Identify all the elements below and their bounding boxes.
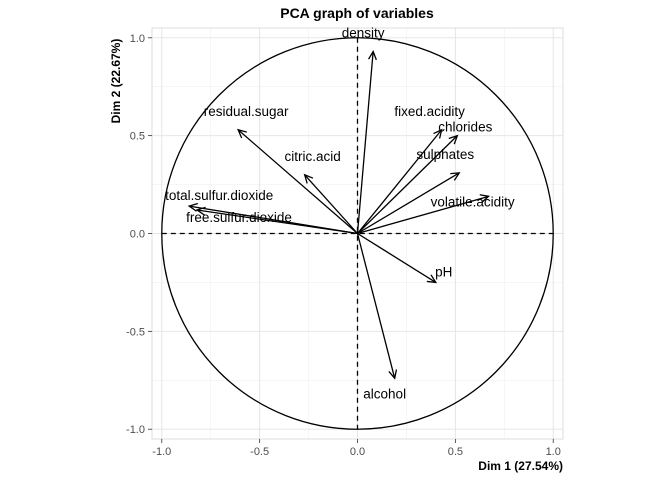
arrow-head (448, 134, 459, 145)
label-sulphates: sulphates (416, 147, 474, 162)
arrow-head (195, 206, 206, 216)
y-tick-label: 1.0 (130, 33, 145, 45)
y-tick-label: 0.5 (130, 131, 145, 143)
x-tick-label: -0.5 (250, 446, 269, 458)
chart-title: PCA graph of variables (280, 5, 434, 21)
arrow-shaft (356, 51, 374, 234)
x-tick-label: 0.5 (448, 446, 463, 458)
arrow-pH (357, 232, 438, 284)
y-tick-label: -0.5 (126, 326, 145, 338)
x-axis-title: Dim 1 (27.54%) (478, 459, 563, 473)
correlation-circle (161, 37, 554, 430)
arrow-shaft (357, 195, 489, 235)
arrow-residual-sugar (236, 128, 358, 234)
arrow-free-sulfur-dioxide (195, 206, 358, 235)
label-total-sulfur-dioxide: total.sulfur.dioxide (165, 188, 273, 203)
arrow-shaft (357, 232, 437, 283)
arrow-citric-acid (303, 173, 358, 234)
arrow-shaft (196, 209, 358, 235)
x-axis-ticks: -1.0 -0.5 0.0 0.5 1.0 (152, 439, 561, 458)
arrow-head (479, 194, 491, 203)
arrow-shaft (357, 172, 460, 235)
arrow-head (433, 128, 443, 139)
arrow-density (356, 49, 377, 234)
arrow-volatile-acidity (357, 194, 491, 235)
reference-lines (161, 37, 554, 430)
x-tick-label: 1.0 (546, 446, 561, 458)
arrow-alcohol (356, 233, 398, 380)
y-axis-title: Dim 2 (22.67%) (109, 39, 123, 124)
arrow-head (388, 369, 398, 380)
label-residual-sugar: residual.sugar (204, 104, 289, 119)
arrow-shaft (357, 135, 458, 234)
arrow-shaft (237, 129, 358, 234)
label-chlorides: chlorides (438, 120, 492, 135)
arrow-sulphates (357, 172, 461, 235)
arrow-head (303, 173, 314, 184)
arrow-fixed-acidity (356, 128, 443, 234)
label-free-sulfur-dioxide: free.sulfur.dioxide (186, 210, 292, 225)
x-tick-label: 0.0 (350, 446, 365, 458)
y-tick-label: -1.0 (126, 424, 145, 436)
variable-arrows (187, 49, 491, 380)
y-axis-ticks: -1.0 -0.5 0.0 0.5 1.0 (126, 33, 152, 436)
label-alcohol: alcohol (363, 386, 406, 401)
arrow-shaft (356, 129, 443, 234)
label-citric-acid: citric.acid (285, 149, 341, 164)
label-fixed-acidity: fixed.acidity (394, 104, 465, 119)
arrow-head (187, 202, 198, 212)
arrow-head (236, 128, 247, 139)
y-tick-label: 0.0 (130, 229, 145, 241)
arrow-head (368, 49, 377, 61)
label-volatile-acidity: volatile.acidity (431, 194, 515, 209)
x-tick-label: -1.0 (152, 446, 171, 458)
arrow-shaft (304, 174, 358, 234)
label-density: density (342, 25, 385, 40)
arrow-shaft (356, 233, 396, 379)
arrow-head (450, 172, 461, 181)
arrow-chlorides (357, 134, 459, 234)
label-pH: pH (435, 264, 452, 279)
arrow-head (426, 274, 438, 284)
